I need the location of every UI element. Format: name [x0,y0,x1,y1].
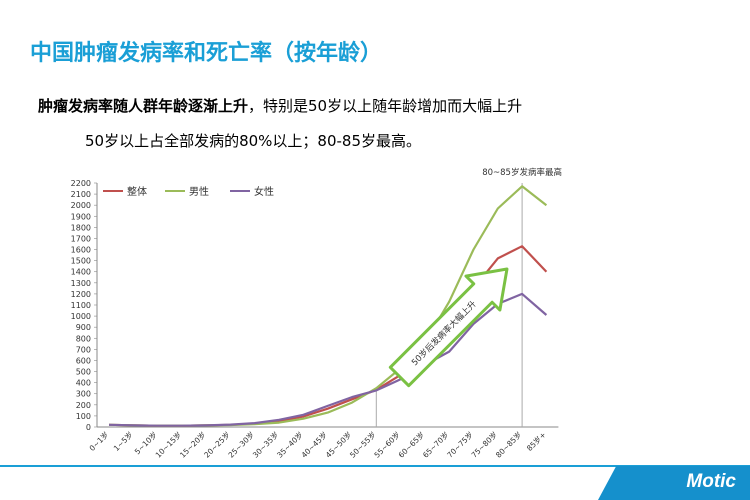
key-point-2: 50岁以上占全部发病的80%以上；80-85岁最高。 [85,132,422,150]
y-tick-label: 700 [76,345,91,354]
trend-arrow: 50岁后发病率大幅上升 [388,267,509,388]
footer-bar [0,465,750,467]
slide-title: 中国肿瘤发病率和死亡率（按年龄） [30,41,383,66]
legend-label-overall: 整体 [127,185,147,198]
y-tick-label: 1200 [71,290,91,299]
chart-axes [94,182,559,428]
x-tick-labels: 0~1岁 1~5岁5~10岁10~15岁15~20岁20~25岁25~30岁30~… [87,429,548,459]
chart-annotations: 80~85岁发病率最高 50岁后发病率大幅上升 [388,167,562,388]
x-tick-label: 0~1岁 [87,429,111,453]
peak-annotation: 80~85岁发病率最高 [482,167,562,178]
y-tick-label: 1800 [71,223,91,232]
y-tick-label: 200 [76,401,91,410]
y-tick-label: 600 [76,356,91,365]
y-tick-label: 1400 [71,268,91,277]
legend-label-female: 女性 [254,185,274,198]
y-tick-label: 2100 [71,190,91,199]
y-tick-label: 1900 [71,212,91,221]
y-tick-label: 0 [86,423,91,432]
key-point-1-bold: 肿瘤发病率随人群年龄逐渐上升 [38,97,249,115]
y-tick-label: 1700 [71,234,91,243]
y-tick-label: 100 [76,412,91,421]
y-tick-labels: 0 100 200 300 400 500 600 700 800 900 1000 1100 1200… [71,179,91,432]
y-tick-label: 500 [76,368,91,377]
y-tick-label: 1600 [71,246,91,255]
y-tick-label: 2200 [71,179,91,188]
y-tick-label: 400 [76,379,91,388]
y-tick-label: 1100 [71,301,91,310]
chart-legend: 整体 男性 女性 [103,185,274,198]
y-tick-label: 1300 [71,279,91,288]
legend-label-male: 男性 [189,185,209,198]
trend-arrow-shape [388,267,509,388]
y-tick-label: 1500 [71,257,91,266]
y-tick-label: 800 [76,334,91,343]
y-tick-label: 300 [76,390,91,399]
y-tick-label: 1000 [71,312,91,321]
series-line-female [108,292,548,427]
x-tick-label: 85岁+ [524,429,548,453]
brand-logo: Motic [598,466,750,500]
y-tick-label: 2000 [71,201,91,210]
x-tick-label: 80~85岁 [493,429,523,459]
key-point-1: 肿瘤发病率随人群年龄逐渐上升，特别是50岁以上随年龄增加而大幅上升 [38,95,522,116]
x-tick-label: 1~5岁 [111,429,135,453]
y-tick-label: 900 [76,323,91,332]
key-point-1-rest: ，特别是50岁以上随年龄增加而大幅上升 [248,97,523,115]
guide-lines [375,183,523,427]
brand-logo-text: Motic [686,471,736,492]
